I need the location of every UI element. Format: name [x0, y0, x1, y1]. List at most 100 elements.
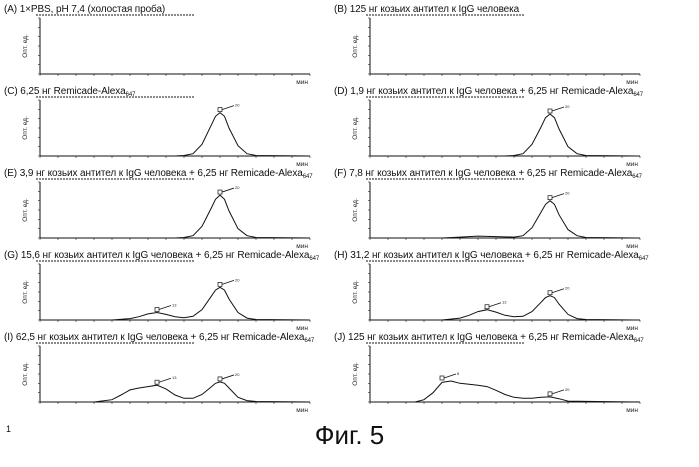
peak-marker	[547, 391, 553, 397]
panel-title: (C) 6,25 нг Remicade-Alexa647	[4, 86, 135, 101]
y-axis-label: Опт. ед.	[352, 198, 359, 222]
panel-title: (E) 3,9 нг козьих антител к IgG человека…	[4, 168, 313, 183]
peak-marker	[217, 107, 223, 112]
page-number: 1	[6, 424, 12, 434]
y-axis-label: Опт. ед.	[22, 198, 29, 222]
peak-marker	[217, 189, 223, 195]
y-axis-label: Опт. ед.	[22, 362, 29, 386]
peak-marker	[547, 290, 553, 296]
peak-label-leader	[488, 302, 502, 308]
peak-label-leader	[443, 373, 457, 379]
panel-title-subscript: 647	[302, 174, 313, 180]
peak-label: 13	[502, 300, 507, 305]
peak-marker	[484, 304, 490, 310]
panel-title: (F) 7,8 нг козьих антител к IgG человека…	[334, 168, 642, 183]
chart-svg: Опт. ед. мин 13 20	[22, 342, 311, 414]
chart-svg: Опт. ед. мин 13 20	[352, 260, 641, 332]
peak-label-leader	[221, 374, 235, 380]
panel-title: (A) 1×PBS, pH 7,4 (холостая проба)	[4, 4, 165, 16]
panel-title-subscript: 647	[125, 92, 136, 98]
peak-label: 20	[235, 185, 240, 190]
peak-label-leader	[551, 193, 565, 199]
chart-svg: Опт. ед. мин	[352, 14, 641, 86]
panel-title: (B) 125 нг козьих антител к IgG человека	[334, 4, 519, 16]
peak-label: 20	[235, 103, 240, 108]
y-axis-label: Опт. ед.	[22, 280, 29, 304]
x-axis-label: мин	[626, 407, 638, 414]
chart-svg: Опт. ед. мин 20	[352, 96, 641, 168]
x-axis-label: мин	[626, 243, 638, 250]
peak-label-leader	[221, 105, 235, 110]
panel-title: (G) 15,6 нг козьих антител к IgG человек…	[4, 250, 319, 265]
y-axis-label: Опт. ед.	[352, 116, 359, 140]
panel-title: (J) 125 нг козьих антител к IgG человека…	[334, 332, 644, 347]
peak-label: 13	[172, 375, 177, 380]
peak-label: 20	[235, 372, 240, 377]
chart-panel-f: (F) 7,8 нг козьих антител к IgG человека…	[334, 168, 664, 250]
peak-label-leader	[221, 279, 235, 285]
chart-panel-d: (D) 1,9 нг козьих антител к IgG человека…	[334, 86, 664, 168]
panel-title-text: (A) 1×PBS, pH 7,4 (холостая проба)	[4, 4, 166, 15]
panel-title-text: (F) 7,8 нг козьих антител к IgG человека…	[334, 168, 633, 179]
chart-svg: Опт. ед. мин 20	[22, 96, 311, 168]
panel-title-subscript: 647	[632, 174, 642, 180]
x-axis-label: мин	[626, 161, 638, 168]
peak-label: 20	[235, 277, 240, 282]
panel-title-text: (D) 1,9 нг козьих антител к IgG человека…	[334, 86, 634, 97]
panel-title-text: (G) 15,6 нг козьих антител к IgG человек…	[4, 250, 310, 261]
panel-title-text: (H) 31,2 нг козьих антител к IgG человек…	[334, 250, 639, 261]
panel-title: (I) 62,5 нг козьих антител к IgG человек…	[4, 332, 314, 347]
chart-panel-c: (C) 6,25 нг Remicade-Alexa647 Опт. ед. мин…	[4, 86, 334, 168]
series-line	[370, 295, 641, 321]
chart-panel-j: (J) 125 нг козьих антител к IgG человека…	[334, 332, 664, 414]
peak-label-leader	[551, 288, 565, 294]
peak-label-leader	[221, 187, 235, 193]
y-axis-label: Опт. ед.	[22, 34, 29, 58]
peak-label-leader	[551, 389, 565, 395]
panel-title: (D) 1,9 нг козьих антител к IgG человека…	[334, 86, 643, 101]
panel-title-subscript: 647	[309, 256, 320, 262]
series-line	[370, 113, 641, 157]
x-axis-label: мин	[296, 243, 308, 250]
panel-title-text: (B) 125 нг козьих антител к IgG человека	[334, 4, 520, 15]
series-line	[370, 200, 641, 239]
panel-title-text: (E) 3,9 нг козьих антител к IgG человека…	[4, 168, 303, 179]
x-axis-label: мин	[296, 79, 308, 86]
panel-title-subscript: 647	[304, 338, 315, 344]
chart-panel-g: (G) 15,6 нг козьих антител к IgG человек…	[4, 250, 334, 332]
series-line	[40, 111, 311, 157]
peak-marker	[217, 376, 223, 382]
chart-svg: Опт. ед. мин 20	[352, 178, 641, 250]
peak-marker	[154, 307, 160, 312]
peak-marker	[217, 281, 223, 287]
series-line	[370, 380, 641, 403]
peak-label-leader	[158, 377, 172, 383]
y-axis-label: Опт. ед.	[352, 362, 359, 386]
peak-label: 20	[565, 104, 570, 109]
y-axis-label: Опт. ед.	[352, 280, 359, 304]
series-line	[40, 286, 311, 321]
peak-label-leader	[158, 305, 172, 310]
y-axis-label: Опт. ед.	[352, 34, 359, 58]
chart-panel-a: (A) 1×PBS, pH 7,4 (холостая проба) Опт. е…	[4, 4, 334, 86]
peak-marker	[154, 379, 160, 385]
panel-title: (H) 31,2 нг козьих антител к IgG человек…	[334, 250, 649, 265]
peak-label: 20	[565, 387, 570, 392]
chart-panel-e: (E) 3,9 нг козьих антител к IgG человека…	[4, 168, 334, 250]
peak-marker	[547, 195, 553, 201]
peak-marker	[439, 375, 445, 381]
panel-title-text: (C) 6,25 нг Remicade-Alexa	[4, 86, 126, 97]
peak-label: 20	[565, 191, 570, 196]
chart-panel-b: (B) 125 нг козьих антител к IgG человека…	[334, 4, 664, 86]
x-axis-label: мин	[296, 161, 308, 168]
peak-label: 20	[565, 286, 570, 291]
panel-title-subscript: 647	[638, 256, 649, 262]
figure-caption: Фиг. 5	[314, 420, 385, 450]
x-axis-label: мин	[626, 325, 638, 332]
chart-svg: Опт. ед. мин	[22, 14, 311, 86]
x-axis-label: мин	[296, 325, 308, 332]
chart-panel-i: (I) 62,5 нг козьих антител к IgG человек…	[4, 332, 334, 414]
peak-label-leader	[551, 106, 565, 112]
panel-title-text: (I) 62,5 нг козьих антител к IgG человек…	[4, 332, 305, 343]
chart-svg: Опт. ед. мин 8 20	[352, 342, 641, 414]
